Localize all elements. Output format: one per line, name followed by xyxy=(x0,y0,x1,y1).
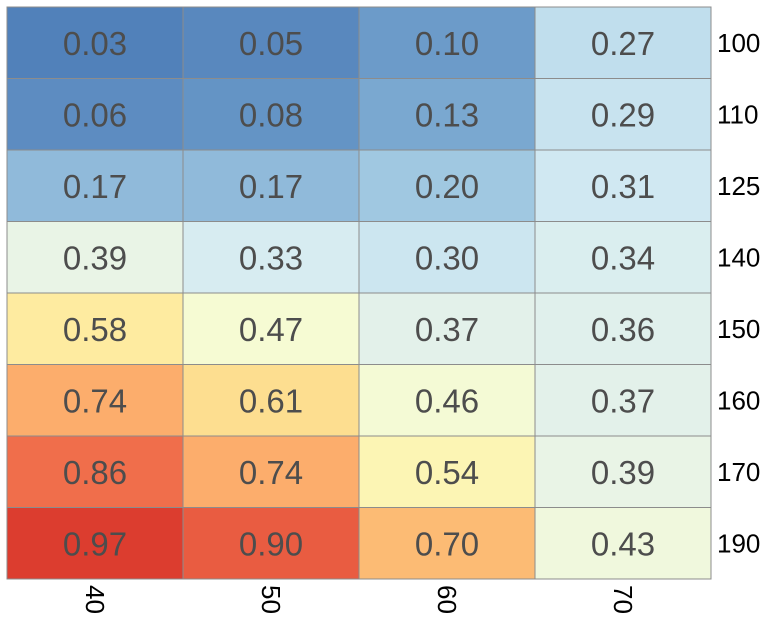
heatmap-cell-value: 0.46 xyxy=(415,382,479,419)
x-tick-label: 40 xyxy=(80,585,110,614)
heatmap-cell-value: 0.05 xyxy=(239,25,303,62)
heatmap-cell xyxy=(534,364,712,437)
heatmap-cell xyxy=(534,435,712,508)
heatmap-cell-value: 0.17 xyxy=(239,168,303,205)
heatmap-cell-value: 0.10 xyxy=(415,25,479,62)
heatmap-cell xyxy=(534,6,712,79)
heatmap-cell-value: 0.74 xyxy=(63,382,127,419)
heatmap-cell xyxy=(6,221,184,294)
heatmap-cell xyxy=(358,364,536,437)
heatmap-cell xyxy=(182,149,360,222)
heatmap-cell xyxy=(358,435,536,508)
heatmap-cell-value: 0.37 xyxy=(415,311,479,348)
heatmap-cell-value: 0.97 xyxy=(63,525,127,562)
heatmap-cell-value: 0.31 xyxy=(591,168,655,205)
heatmap-cell xyxy=(534,221,712,294)
heatmap-cell xyxy=(182,78,360,151)
heatmap-cell xyxy=(358,6,536,79)
heatmap-cell-value: 0.29 xyxy=(591,96,655,133)
heatmap-cell xyxy=(6,435,184,508)
heatmap-cell xyxy=(182,292,360,365)
heatmap-cell xyxy=(6,364,184,437)
heatmap-cell xyxy=(6,6,184,79)
heatmap-cell-value: 0.54 xyxy=(415,454,479,491)
heatmap-cell xyxy=(358,507,536,580)
heatmap-cell-value: 0.34 xyxy=(591,239,655,276)
y-tick-label: 140 xyxy=(717,242,760,272)
heatmap-cell-value: 0.33 xyxy=(239,239,303,276)
heatmap-cell-value: 0.61 xyxy=(239,382,303,419)
heatmap-cell xyxy=(6,292,184,365)
heatmap-cell-value: 0.06 xyxy=(63,96,127,133)
heatmap-cell-value: 0.03 xyxy=(63,25,127,62)
heatmap-cell xyxy=(534,507,712,580)
heatmap-cell-value: 0.47 xyxy=(239,311,303,348)
heatmap-cell-value: 0.13 xyxy=(415,96,479,133)
x-tick-label: 60 xyxy=(432,585,462,614)
heatmap-cell xyxy=(6,78,184,151)
heatmap-cell-value: 0.58 xyxy=(63,311,127,348)
x-tick-label: 70 xyxy=(608,585,638,614)
heatmap-cell-value: 0.27 xyxy=(591,25,655,62)
heatmap-cell-value: 0.17 xyxy=(63,168,127,205)
heatmap-cell xyxy=(534,78,712,151)
heatmap-cell-value: 0.43 xyxy=(591,525,655,562)
heatmap-cell-value: 0.86 xyxy=(63,454,127,491)
heatmap-cell-labels: 0.03 0.05 0.10 0.27 0.06 0.08 0.13 0.29 0.17 0.17… xyxy=(63,25,655,563)
heatmap-cell-value: 0.37 xyxy=(591,382,655,419)
heatmap-cell-value: 0.90 xyxy=(239,525,303,562)
heatmap-cell xyxy=(6,507,184,580)
heatmap-cells xyxy=(6,6,712,580)
heatmap-cell xyxy=(182,364,360,437)
y-tick-label: 100 xyxy=(717,28,760,58)
heatmap-cell xyxy=(358,292,536,365)
heatmap-cell-value: 0.74 xyxy=(239,454,303,491)
x-tick-label: 50 xyxy=(256,585,286,614)
heatmap-cell xyxy=(534,149,712,222)
heatmap-cell xyxy=(534,292,712,365)
heatmap-cell xyxy=(182,6,360,79)
heatmap-cell-value: 0.70 xyxy=(415,525,479,562)
y-tick-label: 150 xyxy=(717,314,760,344)
heatmap-cell-value: 0.20 xyxy=(415,168,479,205)
heatmap-cell-value: 0.39 xyxy=(591,454,655,491)
y-tick-label: 170 xyxy=(717,457,760,487)
y-tick-label: 190 xyxy=(717,528,760,558)
y-tick-label: 110 xyxy=(717,99,758,129)
heatmap-cell-value: 0.36 xyxy=(591,311,655,348)
y-axis-tick-labels: 100 110 125 140 150 160 170 190 xyxy=(717,28,760,559)
y-tick-label: 160 xyxy=(717,385,760,415)
heatmap-cell xyxy=(358,221,536,294)
x-axis-tick-labels: 40 50 60 70 xyxy=(80,585,638,614)
y-tick-label: 125 xyxy=(717,171,760,201)
heatmap-cell-value: 0.30 xyxy=(415,239,479,276)
heatmap-cell-value: 0.39 xyxy=(63,239,127,276)
heatmap-cell xyxy=(182,221,360,294)
heatmap-cell-value: 0.08 xyxy=(239,96,303,133)
